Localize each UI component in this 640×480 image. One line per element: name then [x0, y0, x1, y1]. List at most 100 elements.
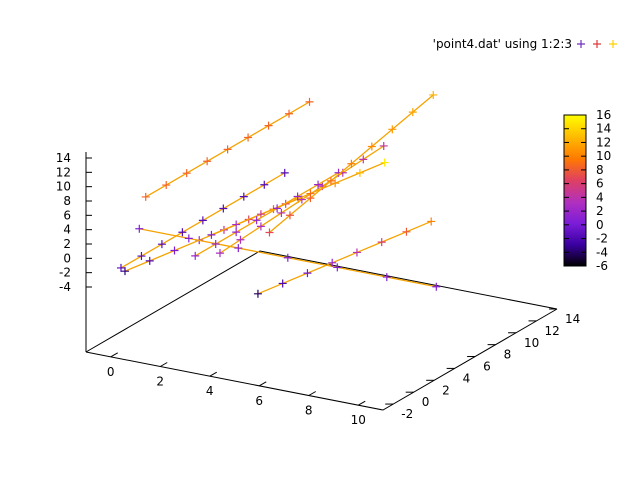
z-tick-label: 8: [63, 194, 71, 208]
data-point-marker: [278, 279, 287, 288]
data-point-marker: [157, 240, 166, 249]
legend-marker: [577, 40, 585, 48]
data-point-marker: [252, 216, 261, 225]
series-line: [194, 172, 339, 257]
data-point-marker: [264, 121, 273, 130]
x-tick-label: 2: [156, 375, 164, 389]
data-point-marker: [211, 240, 220, 249]
z-tick-label: 6: [63, 208, 71, 222]
data-point-marker: [379, 141, 388, 150]
data-point-marker: [380, 158, 389, 167]
data-point-marker: [293, 192, 302, 201]
x-tick: [110, 352, 118, 358]
y-tick-label: 6: [483, 360, 491, 374]
z-tick-label: 0: [63, 251, 71, 265]
data-point-marker: [382, 273, 391, 282]
colorbar-tick-label: -4: [596, 245, 608, 259]
colorbar-tick-label: 0: [596, 218, 604, 232]
colorbar-tick-label: 12: [596, 135, 611, 149]
data-point-marker: [137, 252, 146, 261]
data-point-marker: [347, 159, 356, 168]
x-axis: 0 2 4 6 8 10: [107, 352, 366, 427]
x-tick: [308, 391, 316, 396]
data-point-marker: [215, 249, 224, 258]
x-tick-label: 10: [351, 413, 366, 427]
data-point-marker: [429, 90, 438, 99]
z-tick-label: -4: [59, 280, 71, 294]
data-series: [141, 97, 314, 201]
data-point-marker: [305, 97, 314, 106]
colorbar-tick-label: 10: [596, 149, 611, 163]
data-point-marker: [285, 211, 294, 220]
data-point-marker: [223, 145, 232, 154]
y-tick-label: 14: [565, 312, 580, 326]
x-tick: [358, 400, 366, 406]
z-tick-label: 2: [63, 237, 71, 251]
data-point-marker: [256, 222, 265, 231]
data-series: [253, 217, 436, 298]
data-point-marker: [427, 217, 436, 226]
colorbar-tick-label: 16: [596, 108, 611, 122]
data-point-marker: [377, 238, 386, 247]
data-point-marker: [306, 194, 315, 203]
data-point-marker: [367, 142, 376, 151]
colorbar-gradient: [563, 114, 587, 267]
data-series: [265, 90, 438, 237]
series-line: [257, 220, 432, 295]
data-point-marker: [203, 157, 212, 166]
legend-marker: [609, 40, 617, 48]
legend-marker: [593, 40, 601, 48]
x-tick: [209, 371, 217, 377]
data-series-group: [116, 90, 441, 298]
z-tick-label: 14: [56, 151, 71, 165]
colorbar-tick-label: 6: [596, 177, 604, 191]
data-point-marker: [191, 251, 200, 260]
data-point-marker: [331, 179, 340, 188]
data-series: [215, 141, 388, 258]
data-series: [116, 168, 289, 272]
base-back-edge: [85, 250, 558, 353]
data-point-marker: [408, 108, 417, 117]
data-point-marker: [326, 176, 335, 185]
data-point-marker: [314, 180, 323, 189]
x-tick: [160, 362, 168, 367]
y-tick-label: 4: [463, 371, 471, 385]
data-point-marker: [328, 258, 337, 267]
legend-markers: [577, 40, 617, 48]
y-tick-label: 10: [524, 336, 539, 350]
data-point-marker: [359, 155, 368, 164]
colorbar-tick-label: 8: [596, 163, 604, 177]
z-tick-label: 10: [56, 180, 71, 194]
data-point-marker: [388, 125, 397, 134]
data-point-marker: [198, 216, 207, 225]
x-tick-label: 0: [107, 365, 115, 379]
data-point-marker: [135, 224, 144, 233]
data-point-marker: [162, 181, 171, 190]
data-point-marker: [178, 228, 187, 237]
data-point-marker: [303, 269, 312, 278]
y-tick-label: -2: [401, 407, 413, 421]
data-point-marker: [236, 235, 245, 244]
plot-base-frame: [85, 250, 558, 411]
data-point-marker: [170, 246, 179, 255]
data-point-marker: [265, 228, 274, 237]
data-point-marker: [283, 253, 292, 262]
data-series: [191, 168, 343, 260]
z-tick-label: 12: [56, 165, 71, 179]
data-point-marker: [244, 133, 253, 142]
data-point-marker: [333, 263, 342, 272]
x-tick-label: 4: [206, 384, 214, 398]
colorbar-tick-label: 14: [596, 122, 611, 136]
data-point-marker: [239, 192, 248, 201]
data-point-marker: [120, 267, 129, 276]
colorbar-tick-label: -6: [596, 259, 608, 273]
data-point-marker: [260, 180, 269, 189]
data-point-marker: [355, 168, 364, 177]
z-tick-label: -2: [59, 266, 71, 280]
y-tick-label: 2: [442, 383, 450, 397]
data-point-marker: [184, 234, 193, 243]
data-point-marker: [285, 109, 294, 118]
